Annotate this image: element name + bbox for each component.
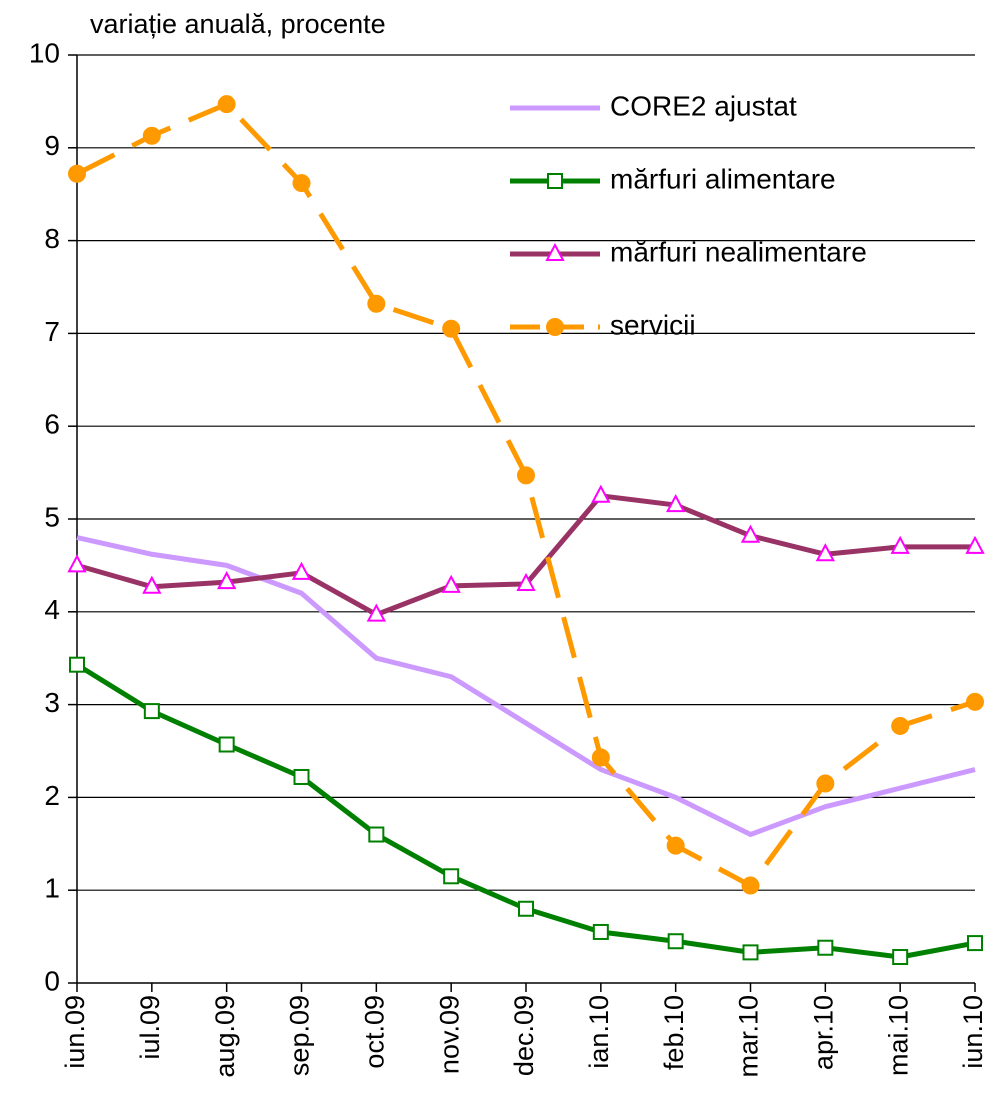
series	[69, 656, 983, 966]
marker	[891, 716, 910, 735]
series	[67, 484, 985, 622]
marker	[742, 944, 759, 961]
marker	[218, 736, 235, 753]
x-tick-label: mai.10	[883, 995, 913, 1076]
marker	[967, 935, 983, 952]
marker	[217, 95, 236, 114]
marker	[142, 575, 162, 594]
x-tick-label: iun.10	[958, 995, 988, 1069]
y-tick-label: 10	[29, 37, 60, 68]
y-tick-label: 2	[44, 780, 60, 811]
x-tick-label: nov.09	[434, 995, 464, 1074]
marker	[217, 570, 237, 590]
series	[68, 95, 984, 895]
y-tick-label: 8	[44, 223, 60, 254]
legend-marker	[547, 173, 563, 189]
x-tick-label: oct.09	[359, 995, 389, 1069]
legend-label: mărfuri alimentare	[610, 163, 836, 194]
x-tick-label: ian.10	[584, 995, 614, 1069]
marker	[366, 603, 387, 622]
legend-marker	[545, 242, 565, 261]
series-line	[76, 493, 975, 618]
marker	[815, 543, 835, 562]
marker	[591, 484, 611, 503]
marker	[666, 493, 686, 513]
marker	[817, 939, 834, 956]
legend-label: CORE2 ajustat	[610, 90, 797, 121]
marker	[517, 466, 535, 485]
y-tick-label: 6	[44, 409, 60, 440]
marker	[741, 876, 760, 895]
y-tick-label: 7	[44, 316, 60, 347]
series-line	[76, 535, 976, 838]
marker	[292, 174, 311, 193]
x-tick-label: sep.09	[285, 995, 315, 1076]
marker	[291, 561, 312, 580]
marker	[293, 768, 310, 785]
y-tick-label: 4	[44, 594, 60, 625]
y-tick-label: 5	[44, 501, 60, 532]
y-tick-label: 0	[44, 965, 60, 996]
marker	[67, 554, 87, 573]
x-tick-label: aug.09	[210, 995, 240, 1078]
legend-marker	[546, 318, 564, 336]
x-tick-label: feb.10	[659, 995, 689, 1070]
marker	[666, 836, 685, 855]
x-tick-label: dec.09	[509, 995, 539, 1076]
series-line	[75, 101, 976, 889]
marker	[441, 574, 461, 593]
x-tick-label: apr.10	[808, 995, 838, 1070]
series	[76, 535, 976, 838]
marker	[368, 826, 385, 843]
x-tick-label: mar.10	[734, 995, 764, 1078]
marker	[142, 126, 161, 145]
marker	[816, 774, 835, 793]
legend-label: servicii	[610, 309, 696, 340]
y-tick-label: 1	[44, 873, 60, 904]
y-tick-label: 9	[44, 130, 60, 161]
marker	[143, 703, 160, 720]
marker	[667, 933, 684, 950]
x-tick-label: iun.09	[60, 995, 90, 1069]
marker	[592, 923, 609, 940]
marker	[442, 319, 461, 338]
marker	[69, 656, 85, 673]
marker	[518, 900, 534, 917]
marker	[892, 949, 909, 966]
marker	[591, 748, 610, 767]
marker	[966, 692, 984, 711]
y-axis-title: variație anuală, procente	[90, 9, 386, 39]
marker	[516, 572, 536, 591]
marker	[443, 868, 460, 885]
marker	[965, 535, 985, 554]
x-tick-label: iul.09	[135, 995, 165, 1060]
y-tick-label: 3	[44, 687, 60, 718]
marker	[890, 535, 910, 554]
marker	[740, 524, 761, 543]
marker	[68, 164, 86, 183]
marker	[367, 294, 386, 313]
legend-label: mărfuri nealimentare	[610, 236, 867, 267]
